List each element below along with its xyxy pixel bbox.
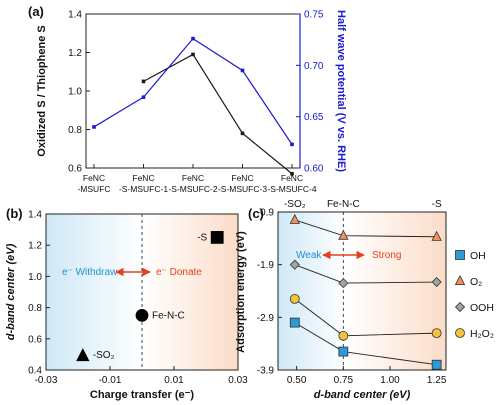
panel-b-point-circle xyxy=(135,308,149,322)
panel-a-label: (a) xyxy=(28,4,44,19)
panel-c-point-triangle xyxy=(289,213,300,224)
panel-c-legend-marker xyxy=(454,274,466,286)
panel-b-withdraw-text: e⁻ Withdraw xyxy=(62,267,118,278)
panel-b-y-tick-label: 0.8 xyxy=(28,303,42,314)
panel-c-legend-label: H₂O₂ xyxy=(470,328,494,340)
panel-b-point-label: -SO₂ xyxy=(93,350,115,361)
panel-a-point-left xyxy=(141,79,146,84)
panel-b-donate-region xyxy=(144,214,238,370)
panel-b-point-label: -S xyxy=(197,232,207,243)
panel-b-x-tick-label: -0.01 xyxy=(99,375,122,386)
panel-b-plot-frame xyxy=(45,213,239,371)
panel-a-category-label: FeNC xyxy=(83,173,105,183)
panel-c-label: (c) xyxy=(248,206,264,221)
panel-b-point-triangle xyxy=(76,348,90,362)
panel-b-y-tick-label: 1.2 xyxy=(28,241,42,252)
panel-c-point-circle xyxy=(338,330,349,341)
panel-a-category-label: -S-MSUFC-4 xyxy=(267,184,316,194)
panel-a-left-tick-label: 1.4 xyxy=(68,10,82,21)
panel-b-ylabel: d-band center (eV) xyxy=(5,243,17,340)
panel-b-point-label: Fe-N-C xyxy=(152,310,185,321)
panel-a-point-right xyxy=(191,36,195,41)
panel-a: (a) 0.6 0.8 1.0 1.2 1.4 0.60 0.65 0.70 0.75 FeN… xyxy=(28,4,347,194)
panel-b-xlabel: Charge transfer (e⁻) xyxy=(90,389,195,401)
panel-a-ylabel-left: Oxidized S / Thiophene S xyxy=(36,25,48,156)
panel-b-label: (b) xyxy=(6,206,23,221)
panel-c-legend-label: O₂ xyxy=(470,276,482,288)
panel-b-y-tick-label: 0.4 xyxy=(28,366,42,377)
panel-a-category-label: FeNC xyxy=(281,173,303,183)
panel-c-strong-region xyxy=(346,212,446,370)
panel-c-x-tick-label: 1.00 xyxy=(380,375,400,386)
panel-b-point-square xyxy=(210,230,224,244)
panel-a-left-tick-label: 1.0 xyxy=(68,87,82,98)
panel-c: (c) -0.9-1.9-2.9-3.90.50 0.75 1.00 1.25 -SO… xyxy=(235,199,494,401)
panel-a-right-tick-label: 0.60 xyxy=(304,164,324,175)
panel-a-point-right xyxy=(92,125,96,129)
panel-a-ylabel-right: Half wave potential (V vs. RHE) xyxy=(335,10,347,172)
panel-b-y-tick-label: 1.0 xyxy=(28,272,42,283)
panel-c-legend-marker xyxy=(455,328,465,338)
panel-c-x-tick-label: 0.50 xyxy=(287,375,307,386)
panel-c-y-tick-label: -2.9 xyxy=(257,313,275,324)
panel-a-category-label: FeNC xyxy=(231,173,253,183)
panel-a-left-tick-label: 0.6 xyxy=(68,164,82,175)
panel-c-point-circle xyxy=(289,293,300,304)
panel-c-plot-frame xyxy=(277,211,447,371)
panel-c-top-label: Fe-N-C xyxy=(327,199,360,210)
panel-c-legend-label: OH xyxy=(470,250,486,262)
panel-a-point-right xyxy=(240,68,245,73)
panel-a-point-left xyxy=(290,171,294,176)
panel-a-series-line-left xyxy=(143,53,293,175)
panel-a-category-label: -S-MSUFC-1 xyxy=(119,184,168,194)
panel-a-left-tick-label: 1.2 xyxy=(68,48,82,59)
panel-c-legend-marker xyxy=(455,250,465,260)
panel-a-point-left xyxy=(240,131,245,136)
panel-c-weak-text: Weak xyxy=(296,250,322,261)
panel-a-right-tick-label: 0.65 xyxy=(304,112,324,123)
panel-a-point-right xyxy=(290,142,294,147)
panel-c-x-tick-label: 0.75 xyxy=(334,375,354,386)
panel-b-x-tick-label: -0.03 xyxy=(35,375,58,386)
panel-c-point-triangle xyxy=(338,229,349,240)
panel-b-withdraw-region xyxy=(46,214,144,370)
panel-c-top-label: -S xyxy=(432,199,442,210)
panel-c-ylabel: Adsorption energy (eV) xyxy=(235,231,247,353)
panel-c-top-label: -SO₂ xyxy=(284,199,306,210)
panel-b-x-tick-label: 0.03 xyxy=(228,375,248,386)
panel-c-legend-marker xyxy=(454,301,466,313)
panel-c-point-square xyxy=(431,359,442,370)
panel-c-point-circle xyxy=(431,328,442,339)
panel-c-point-diamond xyxy=(338,278,349,289)
panel-b-y-tick-label: 1.4 xyxy=(28,210,42,221)
panel-c-legend-label: OOH xyxy=(470,302,494,314)
panel-c-point-square xyxy=(289,317,300,328)
panel-c-x-tick-label: 1.25 xyxy=(427,375,447,386)
panel-c-y-tick-label: -0.9 xyxy=(257,208,275,219)
panel-c-point-triangle xyxy=(431,230,442,241)
panel-c-point-diamond xyxy=(289,259,300,270)
panel-a-category-label: -MSUFC xyxy=(77,184,110,194)
panel-c-xlabel: d-band center (eV) xyxy=(314,389,411,401)
panel-a-left-tick-label: 0.8 xyxy=(68,125,82,136)
panel-a-category-label: FeNC xyxy=(182,173,204,183)
panel-a-right-tick-label: 0.70 xyxy=(304,61,324,72)
panel-c-point-diamond xyxy=(431,276,442,288)
panel-a-category-label: -S-MSUFC-3 xyxy=(218,184,267,194)
panel-b-donate-text: e⁻ Donate xyxy=(156,267,202,278)
panel-b-y-tick-label: 0.6 xyxy=(28,334,42,345)
panel-c-y-tick-label: -1.9 xyxy=(257,260,275,271)
panel-b: (b) 0.4 0.6 0.8 1.0 1.2 1.4 -0.03 -0.01 0.01 0.03… xyxy=(5,206,248,401)
panel-a-category-label: -S-MSUFC-2 xyxy=(168,184,217,194)
panel-a-right-tick-label: 0.75 xyxy=(304,10,324,21)
panel-c-point-square xyxy=(338,346,349,357)
panel-a-point-left xyxy=(191,52,195,57)
panel-c-y-tick-label: -3.9 xyxy=(257,366,275,377)
panel-b-x-tick-label: 0.01 xyxy=(164,375,184,386)
panel-a-point-right xyxy=(141,95,146,99)
panel-c-weak-region xyxy=(278,212,346,370)
panel-c-strong-text: Strong xyxy=(372,250,401,261)
panel-a-category-label: FeNC xyxy=(132,173,154,183)
